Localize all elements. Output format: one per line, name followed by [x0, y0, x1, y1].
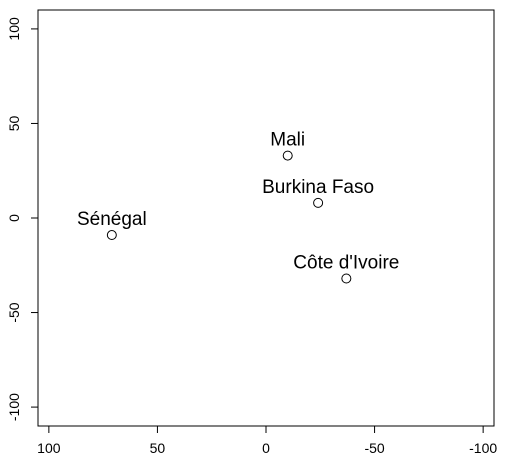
x-axis: 100 50 0 -50 -100 — [37, 426, 497, 456]
point-label: Sénégal — [77, 209, 147, 230]
y-tick-label: -100 — [6, 393, 22, 421]
y-tick-label: -50 — [6, 302, 22, 322]
y-tick-label: 100 — [6, 17, 22, 41]
data-point — [106, 230, 117, 241]
point-label: Côte d'Ivoire — [293, 253, 399, 274]
y-axis: 100 50 0 -50 -100 — [6, 17, 38, 421]
point-label: Mali — [270, 130, 305, 151]
data-point — [313, 197, 324, 208]
data-points: Mali Burkina Faso Sénégal Côte d'Ivoire — [77, 130, 399, 284]
x-tick-label: -50 — [364, 440, 384, 456]
data-point — [341, 273, 352, 284]
x-tick-label: 0 — [262, 440, 270, 456]
x-tick-label: -100 — [469, 440, 497, 456]
point-label: Burkina Faso — [262, 177, 374, 198]
y-tick-label: 50 — [6, 115, 22, 131]
x-tick-label: 100 — [37, 440, 61, 456]
x-tick-label: 50 — [150, 440, 166, 456]
data-point — [282, 150, 293, 161]
y-tick-label: 0 — [6, 214, 22, 222]
